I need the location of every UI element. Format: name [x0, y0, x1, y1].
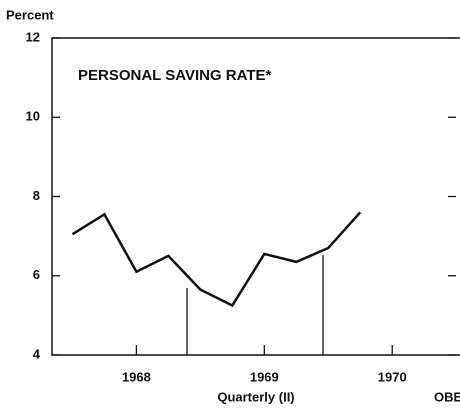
- plot-frame: [51, 37, 460, 356]
- y-tick-label: 6: [33, 267, 40, 282]
- data-line: [71, 211, 362, 308]
- y-axis-label: Percent: [6, 7, 54, 22]
- y-tick-label: 10: [26, 109, 40, 124]
- y-tick-label: 4: [33, 346, 41, 361]
- y-tick-label: 8: [33, 188, 40, 203]
- x-axis-label: Quarterly (II): [217, 389, 294, 404]
- chart-title: PERSONAL SAVING RATE*: [78, 67, 272, 84]
- y-tick-label: 12: [26, 29, 40, 44]
- x-tick-label: 1970: [378, 369, 407, 384]
- x-tick-label: 1968: [122, 369, 151, 384]
- x-tick-label: 1969: [250, 369, 279, 384]
- source-label: OBE: [434, 389, 460, 404]
